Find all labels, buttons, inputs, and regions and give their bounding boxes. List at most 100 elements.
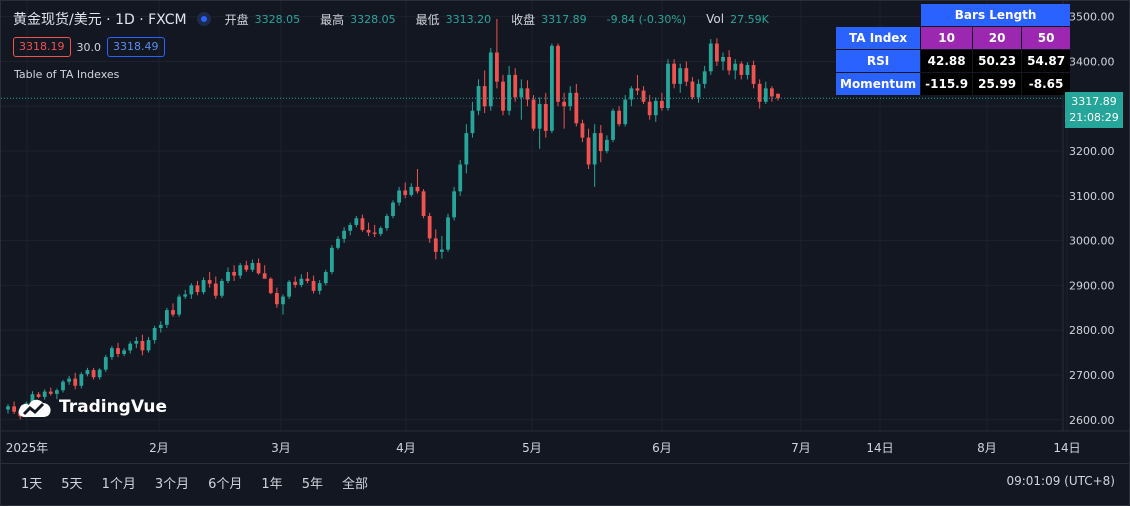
candle-body [537,104,542,129]
range-selector: 1天 5天 1个月 3个月 6个月 1年 5年 全部 [21,473,387,492]
x-tick-label: 14日 [866,441,893,455]
candle-body [226,271,230,281]
candle-body [61,381,65,391]
symbol-title[interactable]: 黄金现货/美元 · 1D · FXCM [13,12,187,28]
candle-body [403,190,408,195]
candle-body [85,370,90,375]
candle-body [122,350,127,354]
candle-body [366,229,371,233]
last-price-label: 3317.89 21:08:29 [1065,92,1123,128]
candle-body [568,92,573,107]
range-all-button[interactable]: 全部 [341,477,368,492]
range-6m-button[interactable]: 6个月 [208,477,243,492]
candle-body [421,191,426,216]
range-5d-button[interactable]: 5天 [61,477,83,492]
candle-body [708,43,713,72]
candle-body [745,65,750,75]
candle-body [525,88,530,100]
candle-body [262,273,267,279]
candle-body [12,406,17,412]
candle-body [439,249,444,252]
candle-body [232,271,237,276]
candle-body [274,293,279,305]
candle-body [372,232,377,234]
row-momentum-label: Momentum [836,73,921,95]
candle-body [714,43,719,62]
candle-body [268,278,273,294]
candle-body [586,137,591,165]
candle-body [501,81,505,111]
x-tick-label: 4月 [396,441,416,455]
candle-body [482,86,487,107]
candle-body [751,65,756,84]
range-1y-button[interactable]: 1年 [261,477,283,492]
indicator-title[interactable]: Table of TA Indexes [14,68,120,81]
sell-price-button[interactable]: 3318.19 [13,37,71,57]
ta-index-header: TA Index [836,27,921,49]
candlestick-chart[interactable]: 3500.003400.003300.003200.003100.003000.… [1,1,1129,463]
candle-body [684,68,689,82]
x-tick-label: 7月 [791,441,811,455]
candle-body [678,68,683,84]
candle-body [140,340,145,351]
candle-body [427,216,432,239]
candle-body [354,218,359,225]
candle-body [769,88,774,97]
y-tick-label: 3000.00 [1069,235,1115,248]
candle-body [433,238,438,252]
close-label: 收盘 [511,12,536,27]
candle-body [470,110,475,134]
candle-body [146,340,151,351]
candle-body [244,265,249,270]
y-tick-label: 2700.00 [1069,369,1115,382]
candle-body [574,92,579,124]
timezone-clock[interactable]: 09:01:09 (UTC+8) [1006,474,1115,488]
volume-label: Vol [706,12,725,26]
range-3m-button[interactable]: 3个月 [154,477,190,492]
length-10: 10 [921,27,973,49]
logo-text: TradingVue [59,397,168,417]
bottom-toolbar: 1天 5天 1个月 3个月 6个月 1年 5年 全部 09:01:09 (UTC… [1,463,1129,500]
candle-body [311,280,316,291]
candle-body [158,324,163,328]
candle-body [452,191,457,218]
candle-body [721,56,725,62]
quote-badges: 3318.19 30.0 3318.49 [13,37,165,57]
low-value: 3313.20 [445,12,492,26]
x-tick-label: 2025年 [6,441,49,455]
range-5y-button[interactable]: 5年 [301,477,323,492]
candle-body [348,224,353,231]
change-value: -9.84 (-0.30%) [606,12,687,26]
candle-body [391,202,395,216]
candle-body [513,74,518,98]
y-tick-label: 3100.00 [1069,190,1115,203]
candle-body [464,133,469,165]
candle-body [183,294,188,297]
candle-body [73,378,78,386]
x-tick-label: 6月 [652,441,672,455]
buy-price-button[interactable]: 3318.49 [107,37,165,57]
candle-body [103,357,108,370]
momentum-20-value: 25.99 [973,73,1022,95]
candle-body [531,99,536,129]
y-tick-label: 3400.00 [1069,55,1115,68]
range-1m-button[interactable]: 1个月 [101,477,136,492]
market-status-icon[interactable] [196,12,211,26]
candle-body [409,186,414,195]
candle-body [201,280,206,293]
range-1d-button[interactable]: 1天 [21,477,43,492]
candle-body [195,285,200,293]
spread-value: 30.0 [76,40,102,54]
candle-body [97,369,102,378]
candle-body [128,343,133,351]
candle-body [189,285,194,295]
candle-body [519,88,524,98]
candle-body [623,99,628,125]
momentum-10-value: -115.9 [921,73,973,95]
candle-body [397,190,402,203]
candle-body [733,63,738,71]
candle-body [213,283,218,296]
x-tick-label: 5月 [522,441,542,455]
candle-body [617,110,622,125]
